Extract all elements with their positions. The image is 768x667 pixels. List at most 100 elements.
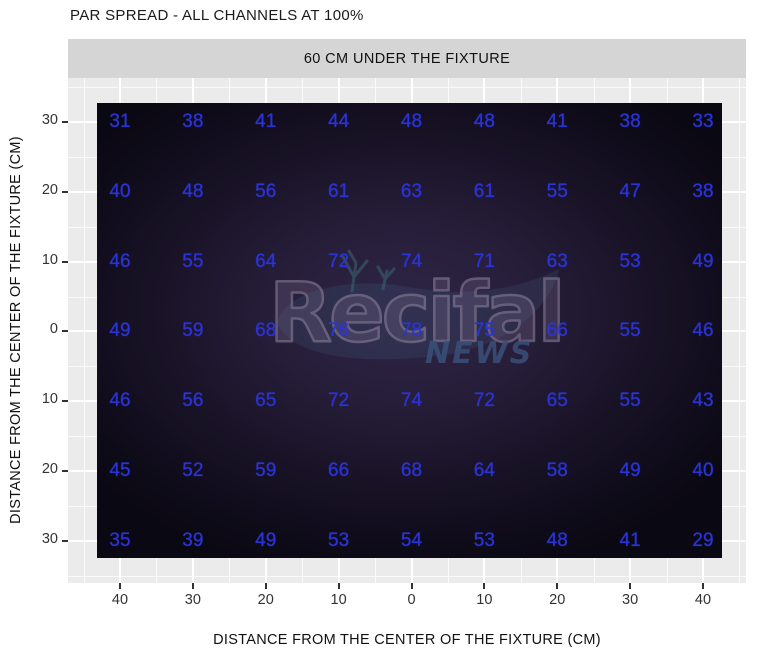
par-value-cell: 48: [546, 529, 568, 551]
par-value-cell: 38: [182, 111, 204, 132]
facet-strip: 60 CM UNDER THE FIXTURE: [68, 39, 746, 78]
watermark-main-text: Recifal: [269, 266, 563, 361]
par-value-cell: 53: [619, 250, 641, 272]
watermark-sub-text: NEWS: [425, 336, 533, 371]
par-value-cell: 55: [546, 180, 568, 202]
par-value-cell: 55: [619, 320, 641, 342]
plot-panel: Recifal NEWS 31 38 41 44 48 48 41 38 33 40 48 56 61 6…: [68, 78, 746, 583]
par-value-cell: 46: [109, 390, 131, 412]
par-value-cell: 31: [109, 111, 131, 132]
par-value-cell: 56: [255, 180, 277, 202]
watermark-coral-icon: [341, 249, 396, 293]
par-value-cell: 38: [619, 111, 641, 132]
par-value-cell: 72: [328, 390, 350, 412]
par-value-cell: 41: [619, 529, 641, 551]
par-value-cell: 66: [546, 320, 568, 342]
y-axis-tick: [62, 260, 68, 263]
par-value-cell: 54: [400, 529, 423, 551]
par-value-cell: 46: [692, 320, 714, 342]
par-value-cell: 58: [546, 460, 568, 482]
par-value-cell: 47: [619, 180, 641, 202]
watermark: Recifal NEWS: [268, 249, 567, 371]
x-axis-tick-label: 10: [476, 592, 493, 608]
x-axis-tick-label: 30: [622, 592, 639, 608]
y-axis-tick-label: 10: [41, 391, 58, 408]
par-value-cell: 53: [328, 529, 350, 551]
y-axis-title: DISTANCE FROM THE CENTER OF THE FIXTURE …: [8, 136, 24, 524]
par-value-cell: 65: [546, 390, 568, 412]
par-value-cell: 35: [109, 529, 131, 551]
x-axis-tick-label: 0: [407, 592, 416, 608]
par-value-cell: 45: [109, 460, 131, 482]
par-value-cell: 55: [182, 250, 204, 272]
par-value-cell: 46: [109, 250, 131, 272]
par-value-cell: 74: [400, 390, 423, 412]
par-value-cell: 75: [473, 320, 495, 342]
x-axis-tick: [119, 583, 121, 589]
par-value-cell: 53: [473, 529, 495, 551]
par-value-cell: 41: [255, 111, 277, 132]
par-value-cell: 68: [400, 460, 423, 482]
par-value-cell: 49: [109, 320, 131, 342]
par-value-cell: 76: [328, 320, 350, 342]
x-axis-tick: [264, 583, 267, 589]
par-value-cell: 63: [400, 180, 423, 202]
x-axis-tick: [410, 583, 413, 589]
chart-title: PAR SPREAD - ALL CHANNELS AT 100%: [70, 7, 364, 24]
par-value-cell: 43: [692, 390, 714, 412]
y-axis-tick: [62, 539, 68, 542]
par-value-cell: 64: [255, 250, 277, 272]
par-value-cell: 74: [400, 250, 423, 272]
y-axis-tick: [62, 121, 68, 123]
par-value-cell: 38: [692, 180, 714, 202]
y-axis-tick-label: 30: [41, 112, 58, 128]
x-axis-tick: [483, 583, 486, 589]
x-axis-tick: [629, 583, 632, 589]
par-value-cell: 41: [546, 111, 568, 132]
par-value-cell: 48: [473, 111, 495, 132]
x-axis-tick: [702, 583, 704, 589]
par-value-cell: 72: [473, 390, 495, 412]
par-value-cell: 33: [692, 111, 714, 132]
gridline-minor-horizontal: [68, 87, 746, 89]
x-axis-tick-label: 40: [694, 592, 712, 608]
x-axis-tick: [556, 583, 559, 589]
par-value-cell: 64: [473, 460, 495, 482]
par-value-cell: 71: [473, 250, 495, 272]
par-value-cell: 66: [328, 460, 350, 482]
par-value-cell: 68: [255, 320, 277, 342]
par-value-cell: 48: [400, 111, 423, 132]
gridline-minor-horizontal: [68, 575, 746, 577]
x-axis-tick-label: 40: [111, 592, 129, 608]
x-axis-tick-label: 20: [549, 592, 566, 608]
par-value-cell: 65: [255, 390, 277, 412]
heatmap-raster: Recifal NEWS 31 38 41 44 48 48 41 38 33 40 48 56 61 6…: [97, 103, 722, 558]
par-value-cell: 72: [328, 250, 350, 272]
x-axis-tick: [191, 583, 194, 589]
par-value-cell: 49: [255, 529, 277, 551]
par-value-cell: 78: [400, 320, 423, 342]
par-value-cell: 40: [109, 180, 131, 202]
y-axis-tick-label: 30: [41, 530, 58, 547]
par-value-cell: 55: [619, 390, 641, 412]
x-axis-tick-label: 20: [257, 592, 274, 608]
par-value-cell: 40: [692, 460, 714, 482]
x-axis-title: DISTANCE FROM THE CENTER OF THE FIXTURE …: [213, 632, 601, 648]
facet-strip-label: 60 CM UNDER THE FIXTURE: [303, 50, 511, 67]
par-value-cell: 61: [473, 180, 495, 202]
y-axis-tick-label: 10: [41, 251, 58, 268]
par-value-cell: 29: [692, 529, 714, 551]
y-axis-tick-label: 0: [49, 321, 58, 338]
y-axis-tick: [62, 470, 68, 473]
par-value-cell: 59: [255, 460, 277, 482]
y-axis-tick: [62, 330, 68, 333]
par-value-cell: 39: [182, 529, 204, 551]
par-value-cell: 63: [546, 250, 568, 272]
par-value-cell: 49: [619, 460, 641, 482]
par-value-cell: 61: [328, 180, 350, 202]
x-axis-tick-label: 10: [330, 592, 347, 608]
y-axis-tick: [62, 190, 68, 193]
y-axis-tick-label: 20: [41, 461, 58, 478]
y-axis-tick: [62, 400, 68, 403]
